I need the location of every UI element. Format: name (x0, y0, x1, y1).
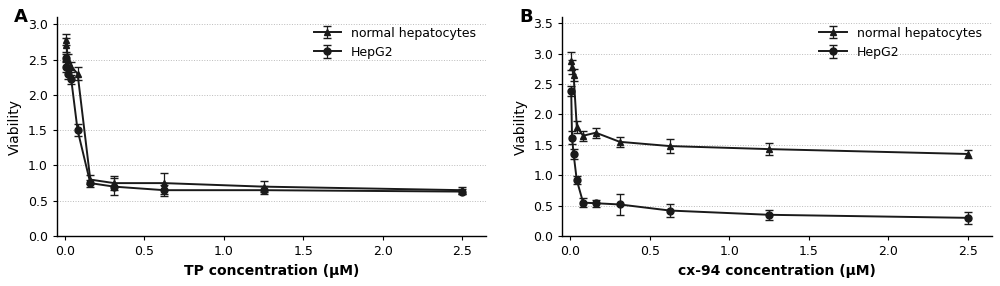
Text: B: B (520, 8, 533, 26)
Legend: normal hepatocytes, HepG2: normal hepatocytes, HepG2 (815, 23, 985, 63)
Y-axis label: Viability: Viability (514, 99, 528, 155)
Legend: normal hepatocytes, HepG2: normal hepatocytes, HepG2 (310, 23, 480, 63)
Y-axis label: Viability: Viability (8, 99, 22, 155)
Text: A: A (14, 8, 28, 26)
X-axis label: TP concentration (μM): TP concentration (μM) (184, 264, 359, 278)
X-axis label: cx-94 concentration (μM): cx-94 concentration (μM) (678, 264, 876, 278)
